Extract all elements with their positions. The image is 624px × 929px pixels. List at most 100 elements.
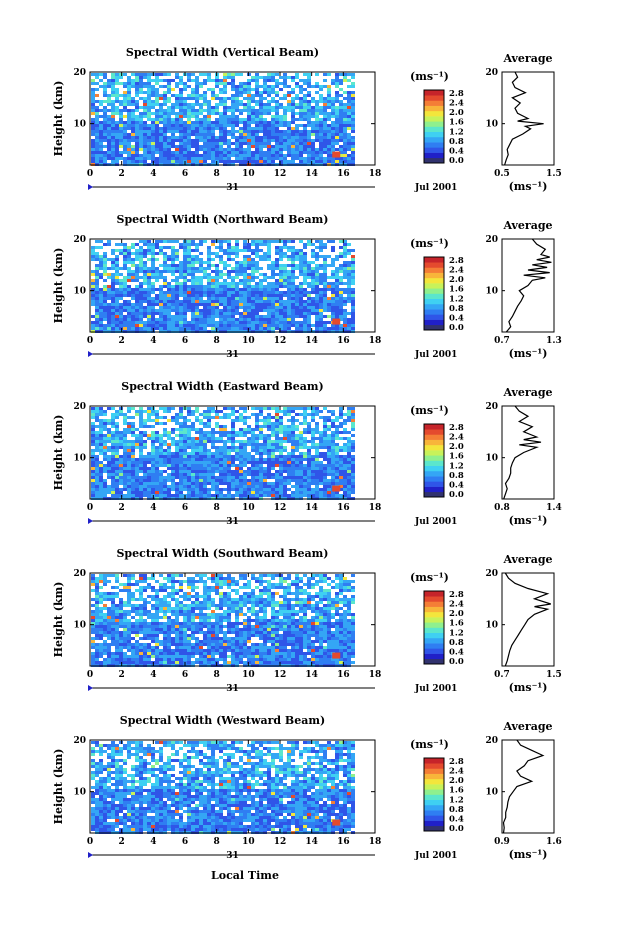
heatmap-cell	[159, 148, 163, 151]
heatmap-cell	[315, 407, 319, 410]
heatmap-cell	[103, 267, 107, 270]
heatmap-cell	[255, 437, 259, 440]
heatmap-cell	[207, 261, 211, 264]
heatmap-cell	[151, 419, 155, 422]
heatmap-cell	[259, 145, 263, 148]
heatmap-cell	[303, 130, 307, 133]
heatmap-cell	[243, 416, 247, 419]
heatmap-cell	[327, 458, 331, 461]
heatmap-cell	[323, 464, 327, 467]
heatmap-cell	[247, 327, 251, 330]
heatmap-cell	[291, 437, 295, 440]
heatmap-cell	[139, 419, 143, 422]
heatmap-cell	[311, 148, 315, 151]
heatmap-cell	[247, 94, 251, 97]
heatmap-cell	[343, 419, 347, 422]
heatmap-cell	[115, 73, 119, 76]
heatmap-cell	[167, 258, 171, 261]
heatmap-cell	[171, 443, 175, 446]
heatmap-cell	[231, 449, 235, 452]
heatmap-cell	[331, 458, 335, 461]
heatmap-cell	[199, 461, 203, 464]
heatmap-cell	[351, 127, 355, 130]
heatmap-hotspot	[332, 151, 341, 158]
heatmap-cell	[283, 303, 287, 306]
heatmap-cell	[123, 130, 127, 133]
heatmap-cell	[115, 467, 119, 470]
heatmap-cell	[251, 76, 255, 79]
heatmap-cell	[239, 118, 243, 121]
heatmap-cell	[243, 282, 247, 285]
heatmap-cell	[283, 243, 287, 246]
heatmap-cell	[183, 440, 187, 443]
heatmap-cell	[187, 139, 191, 142]
heatmap-cell	[123, 467, 127, 470]
heatmap-cell	[199, 97, 203, 100]
heatmap-cell	[303, 416, 307, 419]
heatmap-cell	[259, 321, 263, 324]
heatmap-cell	[263, 118, 267, 121]
heatmap-cell	[311, 273, 315, 276]
heatmap-cell	[267, 121, 271, 124]
heatmap-cell	[227, 130, 231, 133]
heatmap-cell	[339, 267, 343, 270]
heatmap-cell	[311, 97, 315, 100]
heatmap-cell	[95, 300, 99, 303]
colorbar-tick-label: 1.2	[449, 127, 464, 137]
heatmap-cell	[311, 413, 315, 416]
heatmap-cell	[319, 160, 323, 163]
heatmap-cell	[347, 243, 351, 246]
heatmap-cell	[163, 422, 167, 425]
heatmap-cell	[227, 416, 231, 419]
heatmap-cell	[267, 91, 271, 94]
heatmap-cell	[147, 288, 151, 291]
heatmap-cell	[183, 82, 187, 85]
heatmap-cell	[327, 437, 331, 440]
heatmap-cell	[279, 458, 283, 461]
heatmap-cell	[191, 306, 195, 309]
heatmap-cell	[199, 282, 203, 285]
heatmap-cell	[147, 139, 151, 142]
colorbar-swatch	[424, 142, 444, 148]
heatmap-cell	[319, 410, 323, 413]
heatmap-cell	[127, 76, 131, 79]
heatmap-cell	[267, 133, 271, 136]
heatmap-cell	[175, 324, 179, 327]
heatmap-cell	[303, 88, 307, 91]
heatmap-cell	[91, 425, 95, 428]
heatmap-cell	[151, 452, 155, 455]
heatmap-cell	[231, 476, 235, 479]
heatmap-cell	[107, 124, 111, 127]
heatmap-cell	[155, 252, 159, 255]
heatmap-cell	[111, 449, 115, 452]
y-tick-label: 20	[73, 68, 86, 78]
heatmap-cell	[167, 246, 171, 249]
heatmap-cell	[343, 470, 347, 473]
heatmap-cell	[147, 267, 151, 270]
heatmap-cell	[211, 443, 215, 446]
heatmap-cell	[215, 270, 219, 273]
heatmap-cell	[95, 121, 99, 124]
heatmap-cell	[307, 315, 311, 318]
heatmap-cell	[331, 157, 335, 160]
heatmap-cell	[183, 270, 187, 273]
heatmap-cell	[351, 109, 355, 112]
heatmap-cell	[303, 139, 307, 142]
heatmap-cell	[211, 470, 215, 473]
heatmap-cell	[323, 109, 327, 112]
heatmap-cell	[271, 288, 275, 291]
heatmap-cell	[239, 103, 243, 106]
heatmap-cell	[179, 410, 183, 413]
heatmap-cell	[99, 85, 103, 88]
heatmap-cell	[243, 440, 247, 443]
heatmap-cell	[231, 419, 235, 422]
heatmap-cell	[199, 473, 203, 476]
heatmap-cell	[91, 127, 95, 130]
heatmap-cell	[111, 327, 115, 330]
heatmap-cell	[95, 464, 99, 467]
heatmap-cell	[195, 297, 199, 300]
heatmap-cell	[223, 285, 227, 288]
heatmap-cell	[155, 103, 159, 106]
heatmap-cell	[183, 297, 187, 300]
heatmap-cell	[295, 479, 299, 482]
